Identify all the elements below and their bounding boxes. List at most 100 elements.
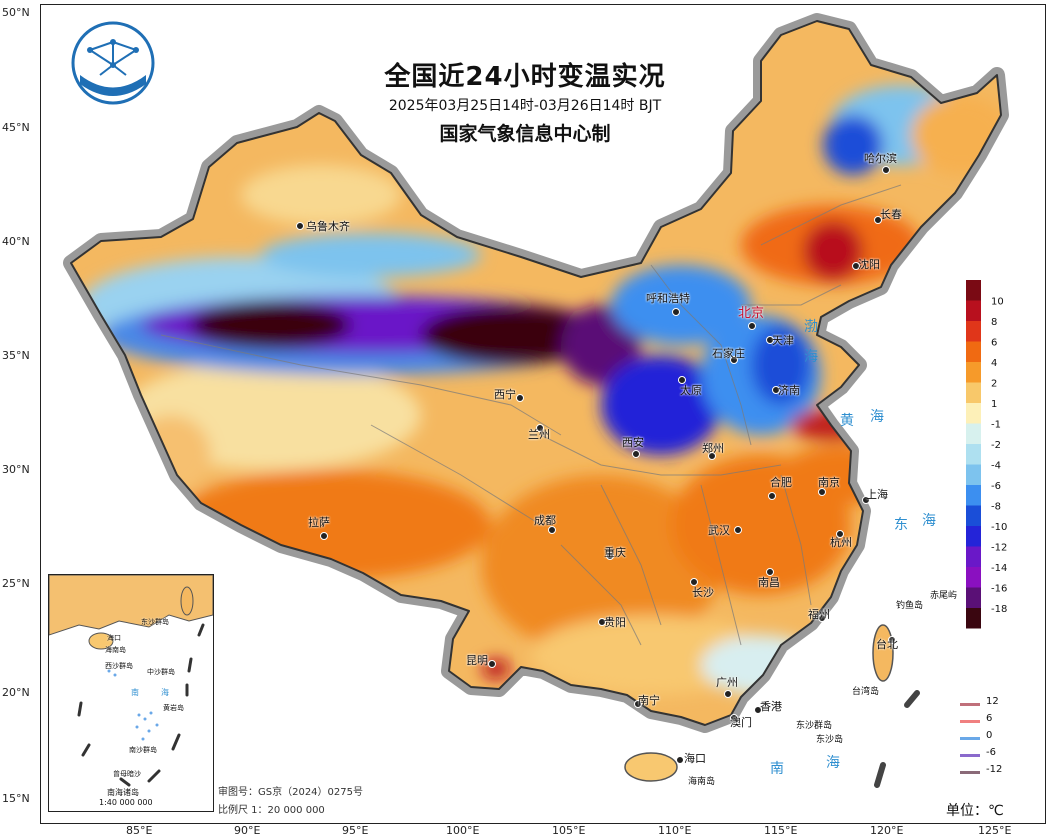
- city-dot: [748, 322, 756, 330]
- city-dot: [488, 660, 496, 668]
- colorbar-swatch: [966, 526, 981, 547]
- lon-tick-120: 120°E: [870, 824, 904, 837]
- colorbar-label: -8: [991, 502, 1001, 513]
- colorbar-swatch: [966, 444, 981, 465]
- city-label-harbin: 哈尔滨: [864, 152, 897, 165]
- taiwan-island: [872, 624, 894, 682]
- colorbar-label: -14: [991, 563, 1007, 574]
- city-dot: [634, 700, 642, 708]
- city-label-xian: 西安: [622, 436, 644, 449]
- city-label-taipei: 台北: [876, 638, 898, 651]
- colorbar-swatch: [966, 608, 981, 629]
- colorbar-label: -10: [991, 522, 1007, 533]
- colorbar-swatch: [966, 300, 981, 321]
- colorbar-label: 2: [991, 379, 997, 390]
- colorbar-label: -6: [991, 481, 1001, 492]
- sea-label-dong-hai: 海: [922, 513, 936, 529]
- city-dot: [724, 690, 732, 698]
- lat-tick-35: 35°N: [2, 349, 30, 362]
- contour-line-12: [960, 703, 980, 706]
- colorbar-swatch: [966, 567, 981, 588]
- map-scale: 比例尺 1：20 000 000: [218, 805, 325, 816]
- city-dot: [632, 450, 640, 458]
- city-dot: [882, 166, 890, 174]
- city-dot: [320, 532, 328, 540]
- city-label-hangzhou: 杭州: [830, 536, 852, 549]
- city-label-shijiazhuang: 石家庄: [712, 347, 745, 360]
- hainan-island: [624, 752, 678, 782]
- contour-line-minus6: [960, 754, 980, 757]
- inset-label-huangyan: 黄岩岛: [163, 704, 184, 712]
- city-dot: [874, 216, 882, 224]
- map-producer: 国家气象信息中心制: [439, 123, 611, 145]
- island-label-chiwei: 赤尾屿: [930, 591, 958, 601]
- city-dot: [730, 714, 738, 722]
- city-dot: [836, 530, 844, 538]
- city-label-xining: 西宁: [494, 388, 516, 401]
- contour-label: 6: [986, 713, 993, 724]
- city-label-chengdu: 成都: [534, 514, 556, 527]
- colorbar-label: -12: [991, 543, 1007, 554]
- colorbar-swatch: [966, 546, 981, 567]
- colorbar-label: 4: [991, 358, 997, 369]
- city-dot: [734, 526, 742, 534]
- city-label-macau: 澳门: [730, 716, 752, 729]
- city-label-fuzhou: 福州: [808, 608, 830, 621]
- city-label-chongqing: 重庆: [604, 546, 626, 559]
- inset-title: 南海诸岛: [107, 788, 139, 797]
- colorbar-swatch: [966, 321, 981, 342]
- inset-map: [49, 575, 213, 787]
- colorbar-swatch: [966, 403, 981, 424]
- sea-label-huang: 黄: [840, 413, 854, 429]
- city-dot: [754, 706, 762, 714]
- colorbar-swatch: [966, 423, 981, 444]
- colorbar-label: 6: [991, 338, 997, 349]
- lon-tick-110: 110°E: [658, 824, 692, 837]
- lon-tick-95: 95°E: [342, 824, 369, 837]
- sea-label-bo-hai: 海: [804, 349, 818, 365]
- contour-line-0: [960, 737, 980, 740]
- city-dot: [766, 568, 774, 576]
- colorbar-label: 10: [991, 297, 1004, 308]
- city-label-shenyang: 沈阳: [858, 258, 880, 271]
- lat-tick-15: 15°N: [2, 792, 30, 805]
- city-label-hohhot: 呼和浩特: [646, 292, 690, 305]
- city-label-hongkong: 香港: [760, 700, 782, 713]
- colorbar-swatch: [966, 341, 981, 362]
- lat-tick-25: 25°N: [2, 577, 30, 590]
- map-title: 全国近24小时变温实况: [384, 62, 666, 92]
- lat-tick-40: 40°N: [2, 235, 30, 248]
- south-china-sea-inset: 海口 海南岛 西沙群岛 中沙群岛 东沙群岛 南 海 黄岩岛 南沙群岛 曾母暗沙 …: [48, 574, 214, 812]
- inset-sea-label-nan: 南: [131, 688, 139, 697]
- city-dot: [862, 496, 870, 504]
- colorbar-swatch: [966, 485, 981, 506]
- contour-label: -6: [986, 747, 996, 758]
- contour-line-6: [960, 720, 980, 723]
- city-label-lanzhou: 兰州: [528, 428, 550, 441]
- lon-tick-115: 115°E: [764, 824, 798, 837]
- city-label-nanning: 南宁: [638, 694, 660, 707]
- contour-label: 12: [986, 696, 999, 707]
- city-dot: [818, 488, 826, 496]
- contour-label: 0: [986, 730, 993, 741]
- lat-tick-20: 20°N: [2, 686, 30, 699]
- cma-logo: [71, 21, 155, 105]
- colorbar-swatch: [966, 505, 981, 526]
- city-label-beijing: 北京: [738, 306, 765, 321]
- colorbar-swatch: [966, 382, 981, 403]
- lon-tick-100: 100°E: [446, 824, 480, 837]
- inset-sea-label-hai: 海: [161, 688, 169, 697]
- city-label-lhasa: 拉萨: [308, 516, 330, 529]
- city-dot: [672, 308, 680, 316]
- city-label-taiyuan: 太原: [680, 384, 702, 397]
- inset-label-zhongsha: 中沙群岛: [147, 668, 175, 676]
- sea-label-nan: 南: [770, 761, 784, 777]
- city-dot: [536, 424, 544, 432]
- city-label-shanghai: 上海: [866, 488, 888, 501]
- colorbar-label: 1: [991, 399, 997, 410]
- lat-tick-45: 45°N: [2, 121, 30, 134]
- inset-label-dongsha: 东沙群岛: [141, 618, 169, 626]
- island-label-hainan: 海南岛: [688, 777, 716, 787]
- colorbar-label: 8: [991, 317, 997, 328]
- city-label-nanjing: 南京: [818, 476, 840, 489]
